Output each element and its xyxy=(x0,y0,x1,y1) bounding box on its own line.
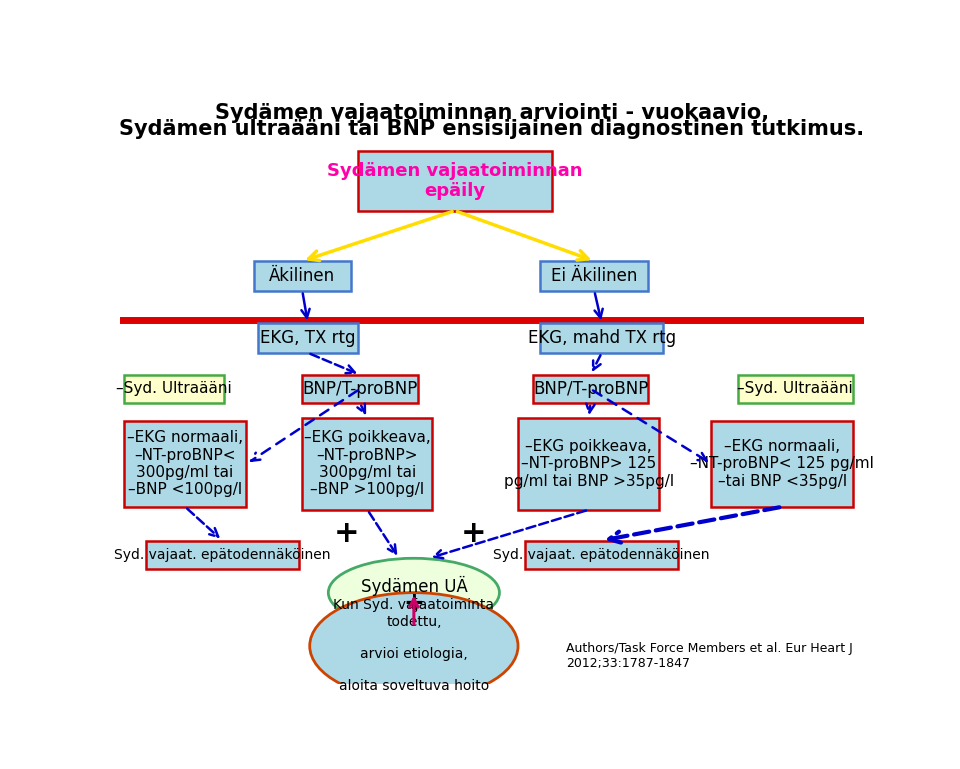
Text: EKG, mahd TX rtg: EKG, mahd TX rtg xyxy=(528,329,676,347)
Text: Sydämen UÄ: Sydämen UÄ xyxy=(361,575,468,595)
FancyBboxPatch shape xyxy=(358,151,551,211)
FancyBboxPatch shape xyxy=(540,323,663,353)
Text: Syd. vajaat. epätodennäköinen: Syd. vajaat. epätodennäköinen xyxy=(493,548,710,561)
Text: Ei Äkilinen: Ei Äkilinen xyxy=(551,267,637,285)
Text: –EKG poikkeava,
–NT-proBNP> 125
pg/ml tai BNP >35pg/l: –EKG poikkeava, –NT-proBNP> 125 pg/ml ta… xyxy=(504,439,674,489)
Text: Sydämen vajaatoiminnan
epäily: Sydämen vajaatoiminnan epäily xyxy=(327,161,583,201)
Text: Sydämen vajaatoiminnan arviointi - vuokaavio,: Sydämen vajaatoiminnan arviointi - vuoka… xyxy=(215,103,769,123)
Text: BNP/T-proBNP: BNP/T-proBNP xyxy=(302,380,418,398)
Text: –Syd. Ultraääni: –Syd. Ultraääni xyxy=(737,381,853,397)
FancyBboxPatch shape xyxy=(124,421,247,507)
Text: +: + xyxy=(403,591,424,615)
Ellipse shape xyxy=(310,593,518,699)
Text: –EKG poikkeava,
–NT-proBNP>
300pg/ml tai
–BNP >100pg/l: –EKG poikkeava, –NT-proBNP> 300pg/ml tai… xyxy=(304,430,431,498)
FancyBboxPatch shape xyxy=(711,421,852,507)
Text: Sydämen ultraääni tai BNP ensisijainen diagnostinen tutkimus.: Sydämen ultraääni tai BNP ensisijainen d… xyxy=(119,119,865,139)
Text: Kun Syd. vajaatoiminta
todettu,

arvioi etiologia,

aloita soveltuva hoito: Kun Syd. vajaatoiminta todettu, arvioi e… xyxy=(333,598,494,694)
Text: Authors/Task Force Members et al. Eur Heart J
2012;33:1787-1847: Authors/Task Force Members et al. Eur He… xyxy=(566,642,853,670)
Text: Syd. vajaat. epätodennäköinen: Syd. vajaat. epätodennäköinen xyxy=(114,548,330,561)
FancyBboxPatch shape xyxy=(540,261,648,291)
FancyBboxPatch shape xyxy=(257,323,358,353)
Text: –EKG normaali,
–NT-proBNP< 125 pg/ml
–tai BNP <35pg/l: –EKG normaali, –NT-proBNP< 125 pg/ml –ta… xyxy=(690,439,875,489)
FancyBboxPatch shape xyxy=(302,375,418,403)
FancyBboxPatch shape xyxy=(525,541,678,569)
Text: Äkilinen: Äkilinen xyxy=(269,267,335,285)
Text: BNP/T-proBNP: BNP/T-proBNP xyxy=(533,380,648,398)
Text: –Syd. Ultraääni: –Syd. Ultraääni xyxy=(116,381,231,397)
FancyBboxPatch shape xyxy=(533,375,648,403)
FancyBboxPatch shape xyxy=(737,375,852,403)
FancyBboxPatch shape xyxy=(518,418,660,510)
Text: –EKG normaali,
–NT-proBNP<
300pg/ml tai
–BNP <100pg/l: –EKG normaali, –NT-proBNP< 300pg/ml tai … xyxy=(127,430,243,498)
FancyBboxPatch shape xyxy=(253,261,350,291)
Text: +: + xyxy=(461,519,486,548)
FancyBboxPatch shape xyxy=(302,418,432,510)
Text: EKG, TX rtg: EKG, TX rtg xyxy=(260,329,355,347)
FancyBboxPatch shape xyxy=(146,541,299,569)
Ellipse shape xyxy=(328,558,499,627)
Text: +: + xyxy=(334,519,360,548)
FancyBboxPatch shape xyxy=(124,375,225,403)
